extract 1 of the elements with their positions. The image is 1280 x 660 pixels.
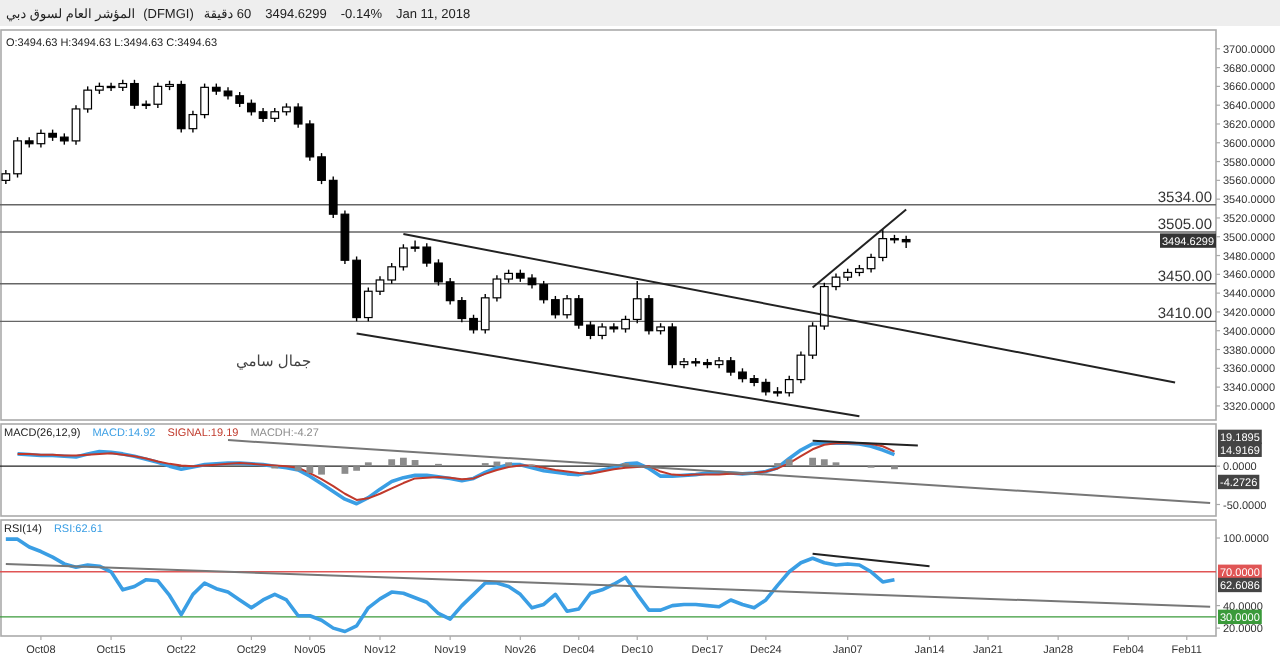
line-series: [4, 537, 897, 634]
